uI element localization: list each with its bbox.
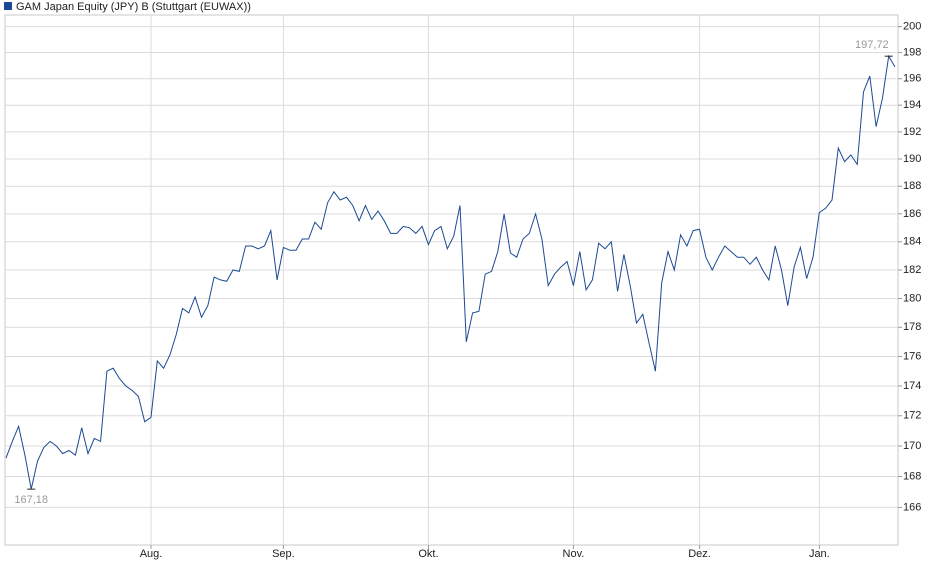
x-tick-label: Sep. bbox=[272, 548, 295, 560]
legend-label: GAM Japan Equity (JPY) B (Stuttgart (EUW… bbox=[16, 1, 251, 13]
y-tick-label: 190 bbox=[903, 153, 921, 165]
y-tick-label: 178 bbox=[903, 321, 921, 333]
y-tick-label: 172 bbox=[903, 410, 921, 422]
y-tick-label: 200 bbox=[903, 20, 921, 32]
y-tick-label: 194 bbox=[903, 99, 921, 111]
y-tick-label: 192 bbox=[903, 126, 921, 138]
x-tick-label: Nov. bbox=[563, 548, 585, 560]
y-tick-label: 176 bbox=[903, 350, 921, 362]
extreme-label: 197,72 bbox=[855, 39, 889, 51]
x-tick-label: Dez. bbox=[688, 548, 711, 560]
y-tick-label: 186 bbox=[903, 208, 921, 220]
plot-frame bbox=[4, 14, 899, 546]
y-tick-label: 198 bbox=[903, 46, 921, 58]
x-tick-label: Jan. bbox=[809, 548, 830, 560]
y-tick-label: 168 bbox=[903, 470, 921, 482]
y-tick-label: 188 bbox=[903, 180, 921, 192]
y-tick-label: 180 bbox=[903, 292, 921, 304]
y-tick-label: 174 bbox=[903, 380, 921, 392]
x-tick-label: Okt. bbox=[418, 548, 438, 560]
extreme-label: 167,18 bbox=[14, 494, 48, 506]
y-tick-label: 182 bbox=[903, 264, 921, 276]
x-tick-label: Aug. bbox=[140, 548, 163, 560]
y-tick-label: 196 bbox=[903, 73, 921, 85]
y-tick-label: 184 bbox=[903, 236, 921, 248]
price-line bbox=[5, 54, 896, 490]
legend-swatch bbox=[4, 2, 12, 10]
y-tick-label: 170 bbox=[903, 440, 921, 452]
y-tick-label: 166 bbox=[903, 501, 921, 513]
